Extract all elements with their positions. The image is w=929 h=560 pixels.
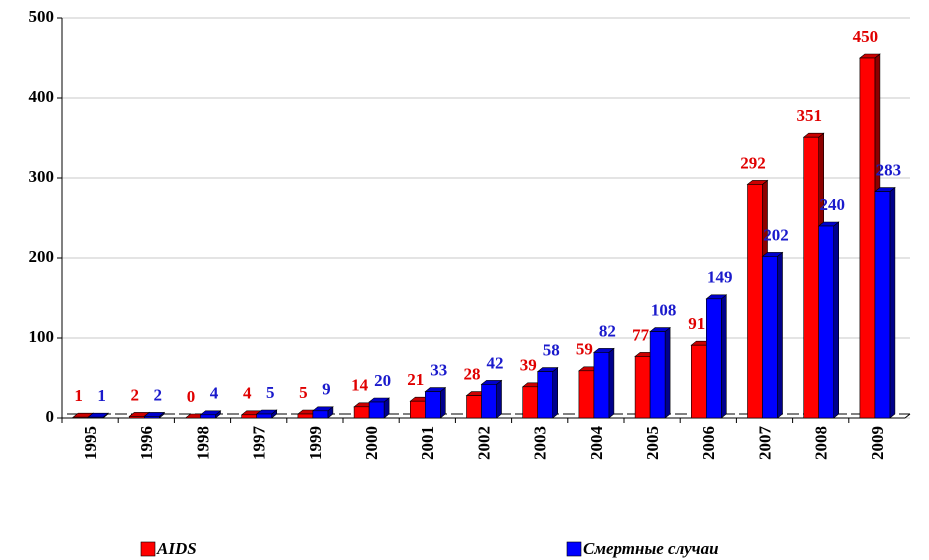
legend-swatch xyxy=(140,541,156,557)
value-label: 1 xyxy=(97,386,106,405)
x-tick-label: 2002 xyxy=(474,426,493,460)
x-tick-label: 2005 xyxy=(643,426,662,460)
bar-side xyxy=(720,294,727,419)
value-label: 28 xyxy=(464,365,481,384)
bar xyxy=(87,416,104,419)
x-tick-label: 1999 xyxy=(306,426,325,460)
bar xyxy=(200,414,216,419)
bar xyxy=(312,410,329,419)
bar xyxy=(705,298,722,419)
legend-label: Смертные случаи xyxy=(583,539,719,558)
x-tick-label: 1995 xyxy=(81,426,100,460)
legend-label: AIDS xyxy=(156,539,197,558)
x-tick-label: 1996 xyxy=(137,426,156,460)
bar xyxy=(578,370,595,419)
x-tick-label: 2000 xyxy=(362,426,381,460)
bar xyxy=(241,414,257,419)
value-label: 14 xyxy=(351,376,369,395)
value-label: 5 xyxy=(266,383,275,402)
y-tick-label: 0 xyxy=(46,407,55,426)
bar-side xyxy=(664,326,671,419)
value-label: 283 xyxy=(876,161,902,180)
bar xyxy=(634,356,651,419)
bar xyxy=(466,395,482,419)
bar xyxy=(859,57,876,419)
value-label: 240 xyxy=(819,195,845,214)
bar xyxy=(409,400,426,419)
bar-side xyxy=(496,379,502,419)
bar xyxy=(522,386,539,419)
bar xyxy=(762,256,778,419)
value-label: 2 xyxy=(154,385,163,404)
y-tick-label: 200 xyxy=(29,247,55,266)
x-tick-label: 2009 xyxy=(868,426,887,460)
x-tick-label: 2001 xyxy=(418,426,437,460)
bar-side xyxy=(889,186,896,419)
value-label: 1 xyxy=(74,386,83,405)
bar xyxy=(874,191,891,419)
bar xyxy=(818,225,835,419)
bar xyxy=(803,136,820,419)
value-label: 4 xyxy=(210,384,219,403)
value-label: 77 xyxy=(632,325,650,344)
bar-side xyxy=(439,386,446,419)
bar-side xyxy=(608,347,615,419)
bar-side xyxy=(552,366,559,419)
bar-side xyxy=(833,221,840,419)
bar xyxy=(353,406,370,419)
value-label: 202 xyxy=(763,225,789,244)
y-tick-label: 100 xyxy=(29,327,55,346)
value-label: 149 xyxy=(707,268,733,287)
value-label: 0 xyxy=(187,387,196,406)
bar-side xyxy=(777,251,783,419)
bar xyxy=(256,413,273,419)
x-tick-label: 2006 xyxy=(699,426,718,460)
value-label: 39 xyxy=(520,356,537,375)
bar xyxy=(368,401,385,419)
value-label: 4 xyxy=(243,384,252,403)
legend-swatch xyxy=(566,541,582,557)
bar xyxy=(747,184,763,419)
bar xyxy=(297,413,314,419)
y-tick-label: 500 xyxy=(29,7,55,26)
value-label: 292 xyxy=(740,153,766,172)
value-label: 351 xyxy=(796,106,822,125)
x-tick-label: 2004 xyxy=(587,426,606,461)
bar xyxy=(690,344,707,419)
bar xyxy=(424,391,441,419)
value-label: 91 xyxy=(688,314,705,333)
value-label: 9 xyxy=(322,380,331,399)
y-tick-label: 300 xyxy=(29,167,55,186)
bar xyxy=(144,416,160,419)
value-label: 42 xyxy=(487,353,504,372)
x-tick-label: 1998 xyxy=(193,426,212,460)
value-label: 450 xyxy=(853,27,879,46)
bar xyxy=(72,416,89,419)
value-label: 59 xyxy=(576,340,593,359)
value-label: 58 xyxy=(543,341,560,360)
floor-edge xyxy=(904,413,911,419)
x-tick-label: 1997 xyxy=(250,426,269,461)
value-label: 2 xyxy=(131,385,140,404)
value-label: 108 xyxy=(651,301,677,320)
bar xyxy=(593,352,610,419)
value-label: 33 xyxy=(430,361,447,380)
bar xyxy=(649,331,666,419)
x-tick-label: 2008 xyxy=(812,426,831,460)
y-tick-label: 400 xyxy=(29,87,55,106)
value-label: 82 xyxy=(599,321,616,340)
bar xyxy=(481,384,497,419)
value-label: 20 xyxy=(374,371,391,390)
x-tick-label: 2003 xyxy=(531,426,550,460)
x-tick-label: 2007 xyxy=(755,426,774,461)
value-label: 5 xyxy=(299,383,308,402)
value-label: 21 xyxy=(407,370,424,389)
bar xyxy=(537,371,554,419)
bar xyxy=(129,416,145,419)
